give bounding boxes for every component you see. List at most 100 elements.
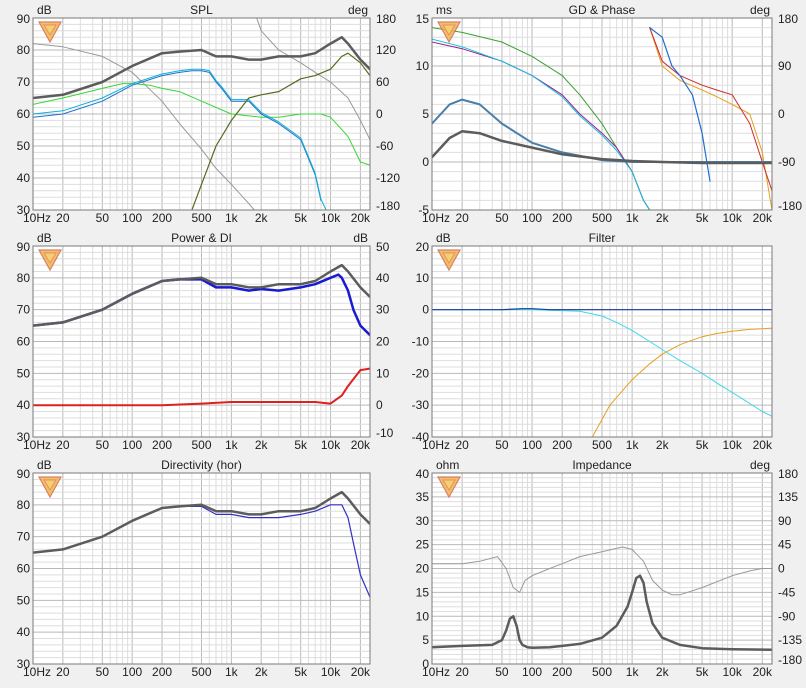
x-tick-label: 10Hz	[23, 665, 51, 679]
y-tick-label: 60	[17, 335, 31, 349]
y2-tick-label: 20	[376, 335, 390, 349]
y-tick-label: 30	[416, 514, 430, 528]
x-tick-label: 2k	[656, 665, 670, 679]
y2-tick-label: 10	[376, 366, 390, 380]
x-tick-label: 20k	[753, 438, 773, 452]
y-tick-label: -5	[418, 203, 429, 217]
y2-tick-label: -180	[376, 199, 400, 213]
grid	[32, 17, 370, 211]
right-unit-label: dB	[353, 231, 368, 245]
x-tick-label: 20k	[351, 665, 371, 679]
x-tick-label: 5k	[696, 665, 710, 679]
logo-icon	[37, 21, 63, 44]
y2-tick-label: 180	[376, 12, 396, 26]
y-tick-label: 25	[416, 538, 430, 552]
chart-impedance: Impedance ohm deg 0 5 10 15 20 25 30 35 40 -180 -135 -…	[416, 458, 803, 679]
x-tick-label: 10Hz	[422, 665, 450, 679]
y-tick-label: 70	[17, 530, 31, 544]
x-tick-label: 200	[552, 438, 572, 452]
x-tick-label: 20	[455, 211, 469, 225]
y-tick-label: 70	[17, 303, 31, 317]
y2-tick-label: 60	[376, 75, 390, 89]
series-line-2	[432, 309, 772, 417]
y2-tick-label: -180	[778, 653, 802, 667]
y2-tick-label: 40	[376, 271, 390, 285]
plot-border	[32, 245, 371, 438]
chart-directivity: Directivity (hor) dB 30 40 50 60 70 80 90 10Hz 20 5…	[17, 458, 371, 679]
x-tick-label: 500	[191, 211, 211, 225]
y-tick-label: 15	[416, 585, 430, 599]
series-line-3	[432, 38, 651, 210]
x-tick-label: 10k	[321, 665, 341, 679]
series-line-5	[33, 68, 327, 210]
x-tick-label: 2k	[255, 665, 269, 679]
y2-tick-label: -90	[778, 155, 796, 169]
chart-spl: SPL dB deg 30 40 50 60 70 80 90 -180 -120 -60 0 60 120 1…	[17, 3, 401, 225]
series-line-4	[33, 70, 322, 201]
y2-tick-label: -10	[376, 426, 394, 440]
y-tick-label: 90	[17, 240, 31, 254]
x-tick-label: 5k	[294, 211, 308, 225]
x-tick-label: 10k	[723, 438, 743, 452]
x-tick-label: 1k	[225, 211, 239, 225]
y2-tick-label: -45	[778, 585, 796, 599]
x-tick-label: 10Hz	[23, 211, 51, 225]
x-tick-label: 10k	[321, 211, 341, 225]
x-tick-label: 100	[522, 438, 542, 452]
chart-title: Filter	[589, 231, 616, 245]
x-tick-label: 5k	[294, 438, 308, 452]
x-tick-label: 2k	[255, 438, 269, 452]
series-line-6	[649, 27, 711, 182]
x-tick-label: 50	[495, 211, 509, 225]
left-unit-label: ohm	[436, 458, 459, 472]
chart-title: GD & Phase	[569, 3, 636, 17]
series-line-3	[33, 83, 370, 166]
right-unit-label: deg	[348, 3, 368, 17]
logo-inner-triangle	[43, 24, 57, 36]
left-unit-label: dB	[436, 231, 451, 245]
series-line-2	[33, 490, 370, 554]
x-tick-label: 500	[592, 438, 612, 452]
y2-tick-label: 0	[376, 398, 383, 412]
y-tick-label: 5	[422, 633, 429, 647]
x-tick-label: 200	[152, 211, 172, 225]
series-line-2	[256, 18, 370, 141]
chart-filter: Filter dB -40 -30 -20 -10 0 10 20 10Hz 20 50 100 200 5…	[412, 231, 773, 452]
logo-icon	[436, 249, 462, 272]
y2-tick-label: 0	[778, 107, 785, 121]
x-tick-label: 100	[122, 665, 142, 679]
y-tick-label: 35	[416, 490, 430, 504]
series-group	[33, 490, 370, 598]
y-tick-label: 15	[416, 12, 430, 26]
y-tick-label: 40	[17, 625, 31, 639]
x-tick-label: 10Hz	[422, 438, 450, 452]
y-tick-label: 30	[17, 203, 31, 217]
y-tick-label: 60	[17, 107, 31, 121]
plot-border	[431, 472, 773, 665]
x-tick-label: 1k	[626, 211, 640, 225]
y-tick-label: 5	[422, 107, 429, 121]
logo-icon	[37, 476, 63, 499]
series-group	[33, 263, 370, 407]
x-tick-label: 200	[152, 438, 172, 452]
y2-tick-label: -60	[376, 139, 394, 153]
x-tick-label: 100	[122, 211, 142, 225]
x-tick-label: 50	[495, 665, 509, 679]
x-tick-label: 1k	[225, 665, 239, 679]
series-line-3	[432, 308, 772, 311]
y-tick-label: 60	[17, 562, 31, 576]
series-line-1	[591, 327, 772, 437]
series-group	[432, 546, 772, 651]
y-tick-label: 90	[17, 12, 31, 26]
y-tick-label: 20	[416, 562, 430, 576]
x-tick-label: 1k	[225, 438, 239, 452]
x-tick-label: 10Hz	[23, 438, 51, 452]
x-tick-label: 50	[96, 211, 110, 225]
x-tick-label: 50	[96, 665, 110, 679]
logo-inner-triangle	[442, 24, 456, 36]
y-tick-label: 80	[17, 43, 31, 57]
x-tick-label: 20k	[753, 665, 773, 679]
series-line-2	[432, 574, 772, 651]
series-group	[432, 308, 772, 437]
